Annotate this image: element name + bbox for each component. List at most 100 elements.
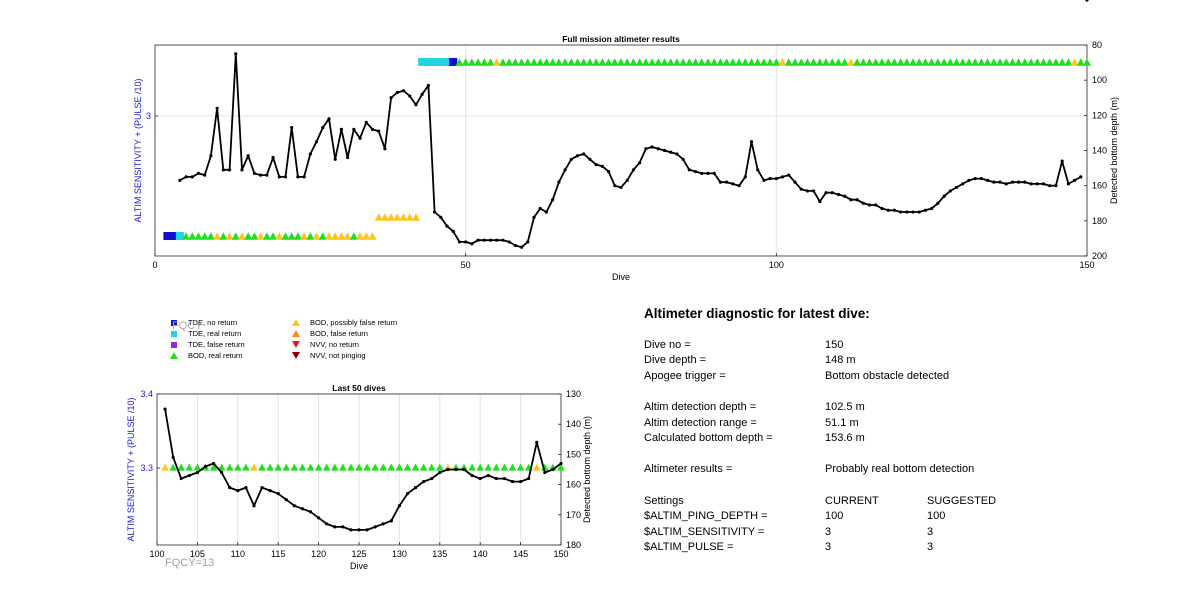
status-marker xyxy=(461,58,470,66)
depth-point xyxy=(389,96,393,100)
status-marker xyxy=(1002,58,1011,66)
status-marker xyxy=(237,232,246,240)
y-right-tick-label: 160 xyxy=(1092,181,1107,191)
legend-item: BOD, possibly false return xyxy=(282,318,397,327)
status-marker xyxy=(542,58,551,66)
status-marker xyxy=(598,58,607,66)
status-marker xyxy=(728,58,737,66)
depth-point xyxy=(296,175,300,179)
status-marker xyxy=(1008,58,1017,66)
depth-point xyxy=(290,126,294,130)
depth-point xyxy=(867,203,872,207)
depth-point xyxy=(1066,182,1070,186)
status-marker xyxy=(635,58,644,66)
status-marker xyxy=(419,463,428,471)
status-marker xyxy=(641,58,650,66)
status-marker xyxy=(405,213,414,221)
status-marker xyxy=(567,58,576,66)
status-marker xyxy=(274,463,282,471)
depth-point xyxy=(1035,182,1039,186)
depth-point xyxy=(985,178,990,182)
status-marker xyxy=(318,232,327,240)
depth-point xyxy=(190,175,194,179)
depth-point xyxy=(308,510,313,514)
y-left-axis-label: ALTIM SENSITIVITY + (PULSE /10) xyxy=(133,79,143,223)
status-marker xyxy=(380,213,389,221)
depth-point xyxy=(252,504,256,508)
depth-point xyxy=(861,201,865,205)
results-row: Altimeter results = Probably real bottom… xyxy=(644,462,1164,478)
detection-range-row: Altim detection range = 51.1 m xyxy=(644,416,1164,432)
depth-point xyxy=(538,206,542,211)
ping-depth-label: $ALTIM_PING_DEPTH = xyxy=(644,510,768,523)
depth-point xyxy=(265,173,269,177)
y-right-tick-label: 80 xyxy=(1092,40,1102,50)
status-marker xyxy=(163,232,172,240)
depth-point xyxy=(979,177,983,181)
status-marker xyxy=(480,58,489,66)
status-marker xyxy=(339,463,347,471)
y-right-tick-label: 160 xyxy=(566,480,581,490)
status-marker xyxy=(648,58,657,66)
y-right-tick-label: 140 xyxy=(1092,146,1107,156)
status-marker xyxy=(306,232,315,240)
status-marker xyxy=(952,58,961,66)
x-tick-label: 120 xyxy=(311,549,326,559)
depth-point xyxy=(998,180,1002,184)
depth-point xyxy=(662,148,667,153)
status-marker xyxy=(554,58,563,66)
y-left-axis-label: ALTIM SENSITIVITY + (PULSE /10) xyxy=(126,398,136,542)
pulse-label: $ALTIM_PULSE = xyxy=(644,541,734,554)
depth-point xyxy=(606,170,611,174)
y-left-tick-label: 3.4 xyxy=(140,389,153,399)
x-tick-label: 150 xyxy=(1079,260,1094,270)
status-marker xyxy=(610,58,619,66)
status-marker xyxy=(188,232,197,240)
pulse-current: 3 xyxy=(825,541,832,554)
status-marker xyxy=(343,232,352,240)
depth-point xyxy=(446,467,450,472)
calculated-depth-row: Calculated bottom depth = 153.6 m xyxy=(644,431,1164,447)
status-marker xyxy=(322,463,331,471)
status-marker xyxy=(797,58,806,66)
depth-point xyxy=(464,240,468,244)
depth-point xyxy=(389,519,393,523)
depth-point xyxy=(681,157,685,161)
y-left-tick-label: 3.3 xyxy=(140,463,153,473)
depth-point xyxy=(836,192,841,197)
depth-point xyxy=(513,243,517,248)
status-marker xyxy=(1051,58,1060,66)
legend-marker-icon xyxy=(160,319,188,326)
depth-point xyxy=(619,185,623,190)
status-marker xyxy=(306,463,315,471)
status-marker xyxy=(231,232,240,240)
depth-point xyxy=(381,522,385,526)
depth-point xyxy=(346,155,350,160)
status-marker xyxy=(983,58,992,66)
status-marker xyxy=(716,58,725,66)
status-marker xyxy=(331,463,339,471)
status-marker xyxy=(266,463,274,471)
depth-point xyxy=(563,168,567,172)
x-tick-label: 140 xyxy=(473,549,488,559)
depth-point xyxy=(325,522,329,526)
status-marker xyxy=(452,463,460,471)
depth-point xyxy=(930,206,934,211)
detection-range-value: 51.1 m xyxy=(825,416,859,429)
legend-item: NVV, not pinging xyxy=(282,351,366,360)
status-marker xyxy=(209,463,218,471)
depth-point xyxy=(992,180,996,184)
status-marker xyxy=(996,58,1005,66)
depth-point xyxy=(762,178,766,182)
depth-point xyxy=(594,162,598,167)
y-right-tick-label: 180 xyxy=(566,540,581,550)
legend-label: TDE, real return xyxy=(188,329,242,338)
depth-point xyxy=(1048,184,1052,188)
depth-point xyxy=(1017,180,1021,184)
depth-point xyxy=(830,191,834,195)
detection-depth-value: 102.5 m xyxy=(825,400,865,413)
status-marker xyxy=(877,58,886,66)
status-marker xyxy=(314,463,323,471)
depth-point xyxy=(397,504,401,508)
depth-point xyxy=(234,52,238,56)
